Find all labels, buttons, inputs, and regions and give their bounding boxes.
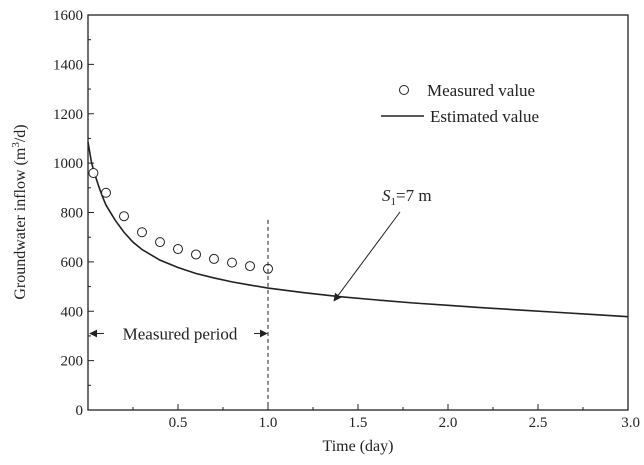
s1-arrow (333, 211, 401, 302)
y-tick-label: 1400 (53, 57, 83, 73)
measured-point (119, 211, 129, 222)
s1-subscript: 1 (391, 196, 397, 208)
measured-point (173, 244, 183, 255)
measured-series (88, 168, 273, 274)
x-axis-title: Time (day) (323, 438, 394, 455)
legend-label-estimated: Estimated value (430, 107, 539, 126)
measured-point (137, 227, 147, 238)
s1-annotation: S1=7 m (382, 186, 432, 208)
y-tick-label: 200 (61, 354, 84, 370)
x-tick-label: 3.0 (621, 415, 640, 431)
x-tick-label: 2.0 (439, 415, 458, 431)
x-tick-label: 1.0 (259, 415, 278, 431)
x-tick-label: 2.5 (529, 415, 548, 431)
x-tick-label: 0.5 (169, 415, 188, 431)
s1-value: =7 m (396, 186, 432, 205)
legend-label-measured: Measured value (427, 81, 535, 100)
measured-point (155, 237, 165, 248)
plot-frame (87, 14, 629, 411)
measured-point (191, 249, 201, 260)
legend-marker-measured (399, 85, 409, 95)
y-axis-title: Groundwater inflow (m3/d) (10, 124, 29, 299)
measured-point (101, 187, 111, 198)
measured-point (227, 257, 237, 268)
y-axis-title-prefix: Groundwater inflow (m (12, 147, 29, 300)
estimated-series (87, 142, 629, 318)
measured-point (245, 261, 255, 272)
measured-point (209, 253, 219, 264)
y-tick-label: 600 (61, 255, 84, 271)
x-tick-label: 1.5 (349, 415, 368, 431)
y-tick-label: 800 (61, 206, 84, 222)
y-tick-label: 400 (61, 304, 84, 320)
x-axis: 0.5 1.0 1.5 2.0 2.5 3.0 (132, 404, 640, 431)
y-tick-label: 0 (76, 403, 84, 419)
y-axis-title-suffix: /d) (12, 124, 29, 142)
s1-symbol: S (382, 186, 391, 205)
y-axis-title-sup: 3 (10, 142, 22, 148)
legend: Measured value Estimated value (381, 81, 539, 126)
y-axis: 0 200 400 600 800 1000 1200 1400 1600 (53, 8, 94, 419)
estimated-line (87, 142, 629, 318)
measured-period-label: Measured period (123, 324, 238, 343)
y-tick-label: 1600 (53, 8, 83, 24)
y-tick-label: 1200 (53, 107, 83, 123)
y-tick-label: 1000 (53, 156, 83, 172)
measured-point (88, 168, 99, 178)
